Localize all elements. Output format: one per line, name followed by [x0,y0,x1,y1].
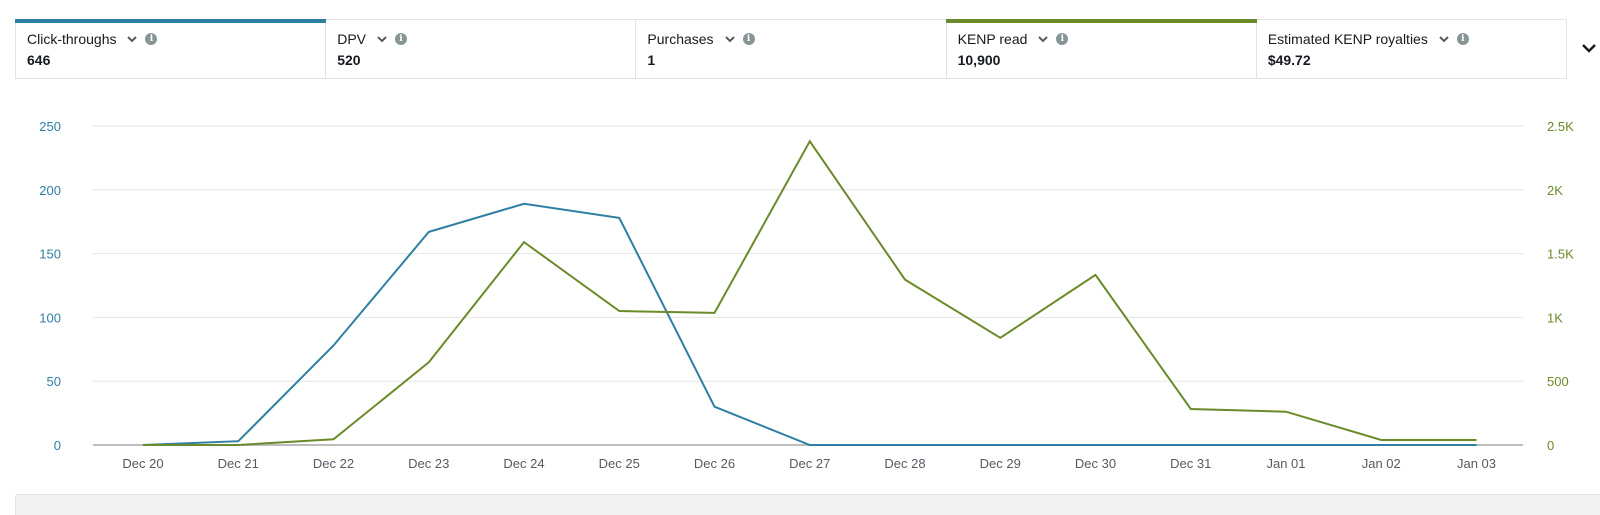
selected-indicator [945,19,1257,23]
x-axis-tick: Dec 29 [980,456,1021,471]
metric-value: 10,900 [957,52,1001,68]
x-axis: Dec 20 Dec 21 Dec 22 Dec 23 Dec 24 Dec 25 Dec … [122,456,1496,471]
info-icon[interactable]: i [395,33,407,45]
x-axis-tick: Dec 20 [122,456,163,471]
metric-card-click-throughs[interactable]: Click-throughs i 646 [15,19,327,78]
left-y-axis: 0 50 100 150 200 250 [39,119,61,453]
metric-label: Purchases [647,31,714,47]
right-axis-tick: 1.5K [1547,247,1574,262]
x-axis-tick: Dec 22 [313,456,354,471]
metric-label: KENP read [957,31,1028,47]
chevron-down-icon[interactable] [125,32,139,46]
chevron-down-icon[interactable] [1036,32,1050,46]
metric-label: Click-throughs [27,31,117,47]
metric-value: 520 [337,52,361,68]
metric-value: $49.72 [1267,52,1311,68]
series-lines [142,139,1477,446]
right-y-axis: 0 500 1K 1.5K 2K 2.5K [1547,119,1574,453]
info-icon[interactable]: i [145,33,158,45]
left-axis-tick: 100 [39,310,61,325]
metric-card-estimated-kenp-royalties[interactable]: Estimated KENP royalties i $49.72 [1257,20,1566,78]
metric-label: Estimated KENP royalties [1267,31,1428,47]
left-axis-tick: 150 [39,247,61,262]
x-axis-tick: Dec 24 [503,456,544,471]
x-axis-tick: Dec 23 [408,456,449,471]
expand-metrics-chevron-icon[interactable] [1580,40,1598,56]
line-chart: 0 50 100 150 200 250 0 500 1K 1.5K 2K 2.5K Dec 20 D… [0,100,1600,490]
x-axis-tick: Jan 01 [1266,456,1305,471]
x-axis-tick: Dec 28 [884,456,925,471]
metric-card-purchases[interactable]: Purchases i 1 [636,20,947,78]
x-axis-tick: Dec 31 [1170,456,1211,471]
x-axis-tick: Dec 27 [789,456,830,471]
chevron-down-icon[interactable] [1437,32,1451,46]
left-axis-tick: 50 [47,374,61,389]
left-axis-tick: 200 [39,183,61,198]
right-axis-tick: 2.5K [1547,119,1574,134]
info-icon[interactable]: i [742,33,755,45]
bottom-panel [15,494,1600,515]
series-line-click-throughs[interactable] [142,202,1477,446]
right-axis-tick: 0 [1547,438,1554,453]
metric-label: DPV [337,31,366,47]
left-axis-tick: 0 [54,438,61,453]
x-axis-tick: Jan 02 [1362,456,1401,471]
metric-cards: Click-throughs i 646 DPV i 520 Purchases… [15,19,1567,79]
metric-card-kenp-read[interactable]: KENP read i 10,900 [945,19,1257,78]
x-axis-tick: Jan 03 [1457,456,1496,471]
metric-value: 1 [647,52,656,68]
right-axis-tick: 1K [1547,310,1563,325]
x-axis-tick: Dec 21 [218,456,259,471]
info-icon[interactable]: i [1056,33,1069,45]
chevron-down-icon[interactable] [723,32,737,46]
x-axis-tick: Dec 26 [694,456,735,471]
series-line-kenp-read[interactable] [143,139,1477,446]
x-axis-tick: Dec 30 [1075,456,1116,471]
chevron-down-icon[interactable] [375,32,389,46]
left-axis-tick: 250 [39,119,61,134]
selected-indicator [15,19,327,23]
gridlines [93,125,1523,446]
right-axis-tick: 500 [1547,374,1569,389]
right-axis-tick: 2K [1547,183,1563,198]
info-icon[interactable]: i [1456,33,1469,45]
metric-card-dpv[interactable]: DPV i 520 [326,20,637,78]
x-axis-tick: Dec 25 [599,456,640,471]
metric-value: 646 [27,52,51,68]
